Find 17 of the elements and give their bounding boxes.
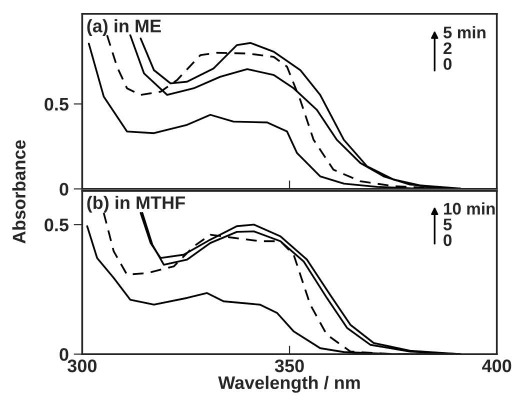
annotation: 2 xyxy=(444,42,452,54)
x-tick-label: 400 xyxy=(482,359,512,372)
y-tick-label: 0.5 xyxy=(44,98,69,111)
y-tick-label: 0.5 xyxy=(44,218,69,232)
y-axis-title: Absorbance xyxy=(12,140,26,244)
annotation: 0 xyxy=(444,234,452,246)
annotation: 10 min xyxy=(444,202,495,215)
chart-title: (a) in ME xyxy=(87,19,161,36)
y-tick-label: 0 xyxy=(60,182,68,196)
x-axis-title: Wavelength / nm xyxy=(218,376,360,393)
annotation: 5 xyxy=(443,218,452,230)
chart-title: (b) in MTHF xyxy=(87,196,185,213)
y-tick-label: 0 xyxy=(60,348,68,361)
annotation: 0 xyxy=(444,58,452,70)
annotation: 5 min xyxy=(443,26,486,38)
x-tick-label: 350 xyxy=(274,359,304,372)
x-tick-label: 300 xyxy=(68,359,97,372)
